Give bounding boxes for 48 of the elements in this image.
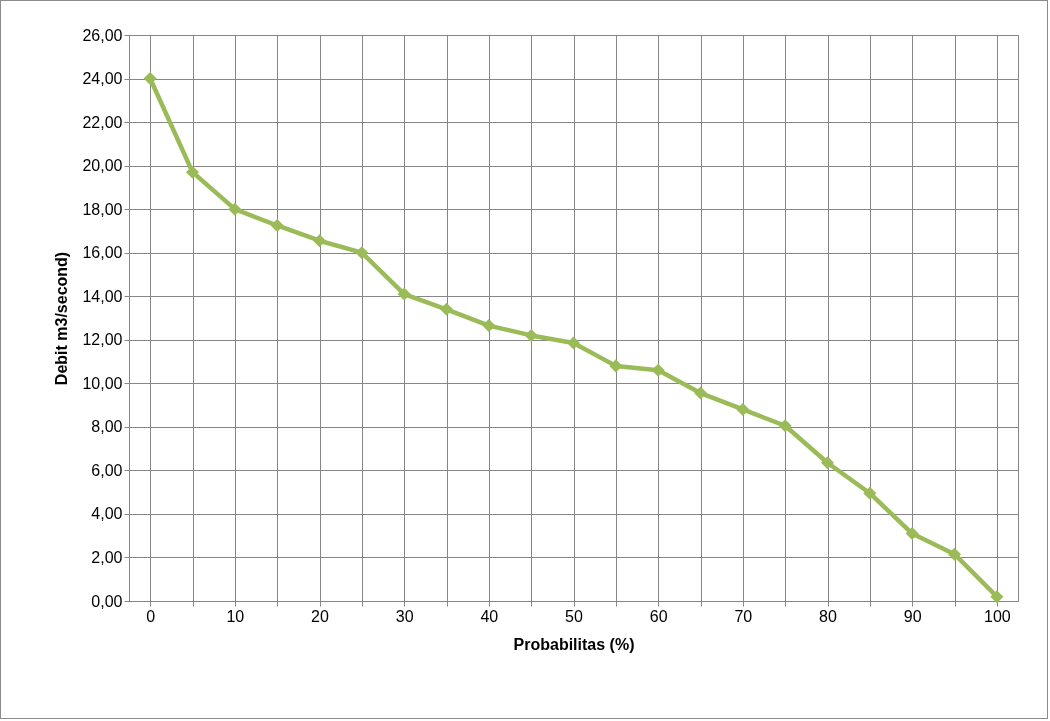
y-tick-label: 2,00 [91, 548, 123, 566]
y-tick-label: 22,00 [82, 113, 123, 131]
point [778, 419, 792, 433]
x-tick-label: 0 [146, 607, 156, 625]
point [693, 386, 708, 400]
y-tick-label: 26,00 [82, 26, 123, 44]
x-tick-label: 20 [311, 607, 329, 625]
point [863, 486, 877, 500]
y-tick-label: 16,00 [82, 244, 123, 262]
y-tick-label: 4,00 [91, 505, 123, 523]
point [355, 246, 369, 260]
point [651, 363, 665, 377]
x-axis-title: Probabilitas (%) [513, 635, 635, 653]
point [397, 287, 411, 301]
x-tick-label: 60 [649, 607, 668, 625]
point [990, 590, 1004, 604]
y-tick-label: 6,00 [91, 461, 123, 479]
point [482, 319, 496, 333]
x-tick-label: 100 [983, 607, 1011, 625]
point [524, 328, 538, 342]
point [143, 72, 157, 86]
y-tick-label: 24,00 [82, 70, 123, 88]
y-axis-title: Debit m3/second) [53, 251, 71, 386]
point [439, 302, 454, 316]
point [566, 336, 581, 350]
x-tick-label: 50 [565, 607, 583, 625]
y-tick-label: 10,00 [82, 374, 123, 392]
point [736, 402, 750, 416]
y-tick-label: 14,00 [82, 287, 123, 305]
x-tick-label: 70 [734, 607, 753, 625]
y-tick-label: 18,00 [82, 200, 123, 218]
y-tick-label: 8,00 [91, 418, 123, 436]
point [228, 202, 242, 216]
y-tick-label: 0,00 [91, 592, 123, 610]
point [905, 527, 919, 541]
point [947, 547, 962, 561]
x-tick-label: 30 [395, 607, 414, 625]
point [185, 165, 200, 179]
point [820, 456, 835, 470]
x-tick-label: 80 [819, 607, 837, 625]
y-tick-label: 12,00 [82, 331, 123, 349]
point [312, 234, 327, 248]
y-tick-label: 20,00 [82, 157, 123, 175]
x-tick-label: 40 [480, 607, 499, 625]
point [270, 218, 284, 232]
point [609, 359, 623, 373]
x-tick-label: 90 [903, 607, 922, 625]
x-tick-label: 10 [226, 607, 245, 625]
